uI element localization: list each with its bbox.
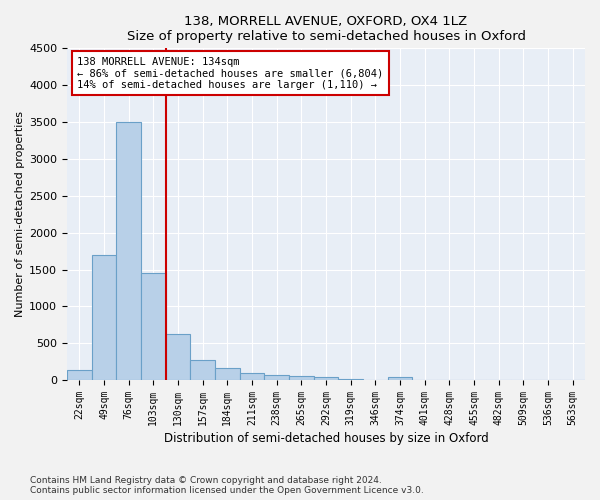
Bar [141,273,166,380]
X-axis label: Distribution of semi-detached houses by size in Oxford: Distribution of semi-detached houses by … [164,432,488,445]
Bar [190,360,215,380]
Bar [265,375,289,380]
Bar [92,255,116,380]
Bar [239,372,265,380]
Title: 138, MORRELL AVENUE, OXFORD, OX4 1LZ
Size of property relative to semi-detached : 138, MORRELL AVENUE, OXFORD, OX4 1LZ Siz… [127,15,526,43]
Bar [215,368,239,380]
Bar [116,122,141,380]
Text: Contains HM Land Registry data © Crown copyright and database right 2024.
Contai: Contains HM Land Registry data © Crown c… [30,476,424,495]
Bar [166,334,190,380]
Text: 138 MORRELL AVENUE: 134sqm
← 86% of semi-detached houses are smaller (6,804)
14%: 138 MORRELL AVENUE: 134sqm ← 86% of semi… [77,56,383,90]
Bar [314,377,338,380]
Bar [289,376,314,380]
Bar [67,370,92,380]
Bar [338,379,363,380]
Y-axis label: Number of semi-detached properties: Number of semi-detached properties [15,111,25,317]
Bar [388,377,412,380]
